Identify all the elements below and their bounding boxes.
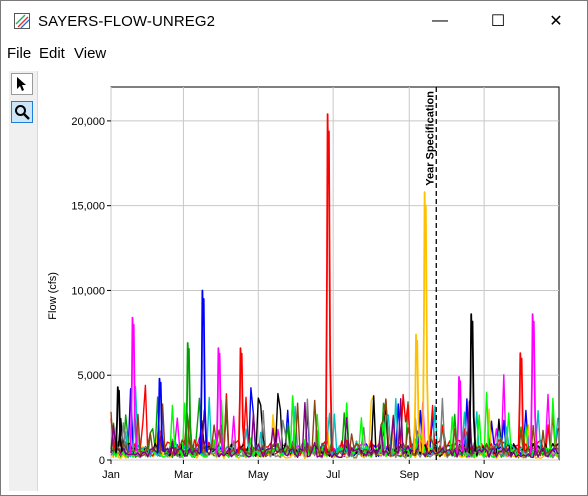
x-tick-label: May (248, 469, 269, 481)
peak-line (413, 333, 422, 454)
peak-line (456, 375, 465, 454)
menu-bar: File Edit View (1, 41, 587, 65)
pointer-tool-button[interactable] (11, 73, 33, 95)
y-tick-label: 5,000 (77, 370, 105, 382)
maximize-icon: ☐ (490, 13, 506, 30)
x-tick-label: Jul (326, 469, 340, 481)
window-title: SAYERS-FLOW-UNREG2 (38, 13, 216, 30)
title-bar[interactable]: SAYERS-FLOW-UNREG2 — ☐ ✕ (1, 1, 587, 41)
y-axis-label: Flow (cfs) (47, 272, 59, 320)
maximize-button[interactable]: ☐ (469, 1, 527, 41)
pointer-arrow-icon (17, 77, 26, 91)
peak-line (529, 313, 538, 454)
peak-line (324, 113, 333, 454)
y-tick-label: 15,000 (71, 201, 105, 213)
peak-line (215, 347, 224, 454)
peak-line (115, 386, 123, 454)
y-tick-label: 10,000 (71, 285, 105, 297)
menu-file[interactable]: File (7, 45, 32, 62)
peak-line (237, 347, 246, 454)
y-tick-label: 20,000 (71, 116, 105, 128)
y-tick-label: 0 (99, 455, 105, 467)
x-tick-label: Nov (474, 469, 494, 481)
x-tick-label: Mar (174, 469, 193, 481)
plot-frame (110, 86, 560, 461)
peak-line (129, 316, 138, 454)
menu-view[interactable]: View (74, 45, 107, 62)
tool-palette (9, 71, 38, 491)
year-specification-label: Year Specification (424, 91, 436, 186)
peak-line (468, 313, 477, 454)
flow-chart[interactable]: Year Specification 0 5,000 10,000 15,000 20,0… (39, 71, 575, 491)
magnifier-icon (15, 105, 30, 120)
zoom-tool-button[interactable] (11, 101, 33, 123)
close-button[interactable]: ✕ (527, 1, 585, 41)
chart-app-icon (14, 13, 30, 29)
peak-line (517, 352, 526, 454)
minimize-button[interactable]: — (411, 1, 469, 41)
peak-line (185, 342, 193, 454)
close-icon: ✕ (549, 13, 563, 30)
peak-line (199, 289, 208, 454)
minimize-icon: — (432, 12, 448, 29)
x-tick-label: Jan (102, 469, 120, 481)
peak-line (156, 377, 165, 454)
peak-line (421, 191, 430, 454)
menu-edit[interactable]: Edit (39, 45, 65, 62)
plot-area[interactable]: Year Specification 0 5,000 10,000 15,000 20,0… (39, 71, 575, 491)
x-tick-label: Sep (399, 469, 419, 481)
series-line (110, 398, 559, 459)
